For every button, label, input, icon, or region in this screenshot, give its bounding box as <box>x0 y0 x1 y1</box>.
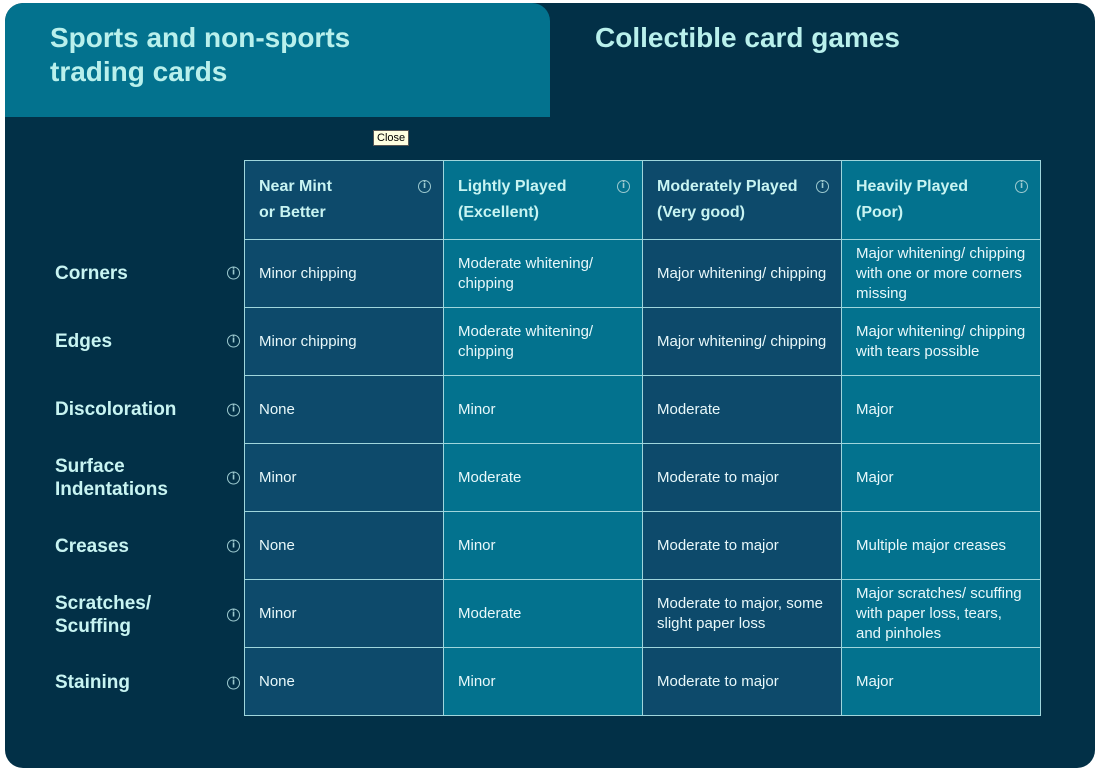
column-header: Moderately Played (Very good) i <box>642 160 842 240</box>
table-cell: Major <box>841 647 1041 716</box>
row-label: Scratches/ Scuffing i <box>55 581 245 649</box>
column-header-line: Moderately Played <box>657 178 798 195</box>
column-header-line: Lightly Played <box>458 178 567 195</box>
table-cell: Major whitening/ chipping with tears pos… <box>841 307 1041 376</box>
row-label: Edges i <box>55 307 245 375</box>
table-row: None Minor Moderate to major Multiple major… <box>244 511 1041 580</box>
column-header-line: (Very good) <box>657 204 746 221</box>
row-label: Discoloration i <box>55 376 245 444</box>
table-cell: Moderate <box>642 375 842 444</box>
table-cell: Major whitening/ chipping with one or mo… <box>841 239 1041 308</box>
info-icon[interactable]: i <box>418 180 431 193</box>
info-icon[interactable]: i <box>227 608 240 621</box>
table-cell: Minor <box>443 511 643 580</box>
row-label-text: Discoloration <box>55 399 177 421</box>
row-label: Staining i <box>55 649 245 717</box>
column-header: Heavily Played (Poor) i <box>841 160 1041 240</box>
table-cell: Moderate to major <box>642 511 842 580</box>
table-cell: Moderate to major <box>642 647 842 716</box>
info-icon[interactable]: i <box>227 539 240 553</box>
table-cell: None <box>244 647 444 716</box>
table-cell: Major <box>841 375 1041 444</box>
row-label-text: Corners <box>55 262 128 284</box>
table-cell: Minor <box>443 647 643 716</box>
table-cell: Minor <box>443 375 643 444</box>
table-cell: None <box>244 375 444 444</box>
table-row: Minor chipping Moderate whitening/ chippi… <box>244 239 1041 308</box>
table-cell: Major whitening/ chipping <box>642 239 842 308</box>
table-row: Minor chipping Moderate whitening/ chippi… <box>244 307 1041 376</box>
table-cell: Minor chipping <box>244 307 444 376</box>
condition-table: Near Mint or Better i Lightly Played (Excell… <box>244 160 1041 716</box>
info-icon[interactable]: i <box>227 403 240 417</box>
info-icon[interactable]: i <box>816 180 829 193</box>
table-cell: Moderate <box>443 443 643 512</box>
info-icon[interactable]: i <box>227 266 240 280</box>
info-icon[interactable]: i <box>227 471 240 485</box>
column-header: Near Mint or Better i <box>244 160 444 240</box>
table-cell: Moderate to major <box>642 443 842 512</box>
tab-label: Collectible card games <box>595 22 901 53</box>
table-cell: Minor chipping <box>244 239 444 308</box>
table-row: None Minor Moderate Major <box>244 375 1041 444</box>
column-header-line: Near Mint <box>259 178 332 195</box>
row-label-text: Edges <box>55 330 113 352</box>
row-label-text: Scratches/ Scuffing <box>55 592 152 637</box>
column-header-line: (Excellent) <box>458 204 539 221</box>
row-label-text: Surface Indentations <box>55 455 168 500</box>
table-cell: Major <box>841 443 1041 512</box>
tab-label: Sports and non-sports trading cards <box>50 22 351 87</box>
table-cell: Minor <box>244 443 444 512</box>
table-cell: None <box>244 511 444 580</box>
table-cell: Major scratches/ scuffing with paper los… <box>841 579 1041 648</box>
column-header-line: or Better <box>259 204 326 221</box>
table-cell: Moderate <box>443 579 643 648</box>
table-cell: Major whitening/ chipping <box>642 307 842 376</box>
column-header-line: (Poor) <box>856 204 904 221</box>
column-header: Lightly Played (Excellent) i <box>443 160 643 240</box>
table-cell: Moderate to major, some slight paper los… <box>642 579 842 648</box>
row-label: Creases i <box>55 512 245 580</box>
info-icon[interactable]: i <box>1015 180 1028 193</box>
table-cell: Moderate whitening/ chipping <box>443 307 643 376</box>
column-header-line: Heavily Played <box>856 178 969 195</box>
row-label: Surface Indentations i <box>55 444 245 512</box>
info-icon[interactable]: i <box>227 676 240 690</box>
table-cell: Multiple major creases <box>841 511 1041 580</box>
tab-sports-trading-cards[interactable]: Sports and non-sports trading cards <box>5 3 550 117</box>
info-icon[interactable]: i <box>617 180 630 193</box>
info-icon[interactable]: i <box>227 334 240 348</box>
close-tooltip: Close <box>373 130 410 146</box>
row-label: Corners i <box>55 239 245 307</box>
table-cell: Moderate whitening/ chipping <box>443 239 643 308</box>
table-cell: Minor <box>244 579 444 648</box>
row-label-text: Staining <box>55 672 130 694</box>
table-row: None Minor Moderate to major Major <box>244 647 1041 716</box>
tab-collectible-card-games[interactable]: Collectible card games <box>550 3 1095 117</box>
table-row: Minor Moderate Moderate to major, some sli… <box>244 579 1041 648</box>
row-label-text: Creases <box>55 535 129 557</box>
table-row: Minor Moderate Moderate to major Major <box>244 443 1041 512</box>
